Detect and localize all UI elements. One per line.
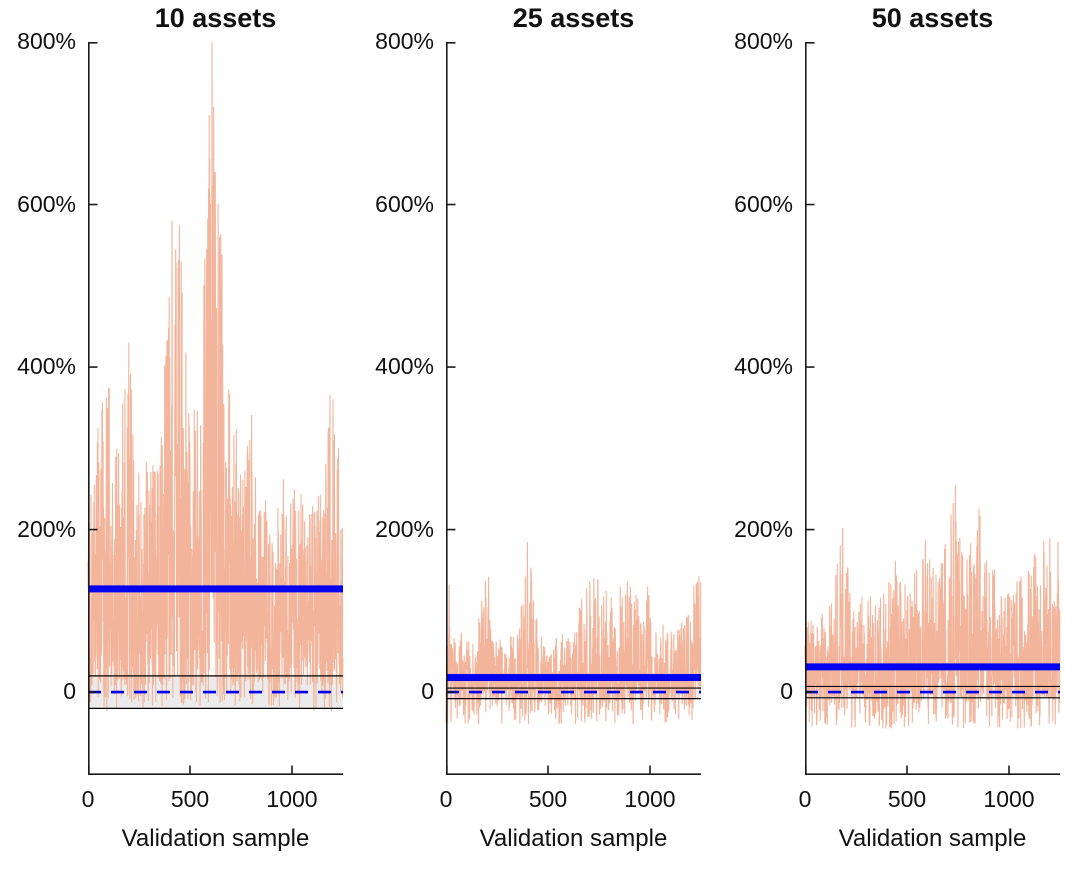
chart-canvas-10-assets [87, 41, 344, 776]
x-axis-label: Validation sample [121, 825, 310, 852]
y-tick-label: 800% [375, 28, 434, 54]
y-tick-label: 200% [734, 515, 793, 542]
x-tick-label: 0 [798, 786, 812, 812]
y-tick-label: 400% [734, 353, 793, 380]
x-tick-label: 1000 [266, 786, 318, 812]
y-tick-label: 400% [17, 353, 76, 380]
x-tick-label: 500 [528, 786, 568, 812]
subplot-title-50-assets: 50 assets [871, 3, 994, 33]
x-axis-label: Validation sample [479, 825, 668, 852]
subplot-title-10-assets: 10 assets [154, 3, 277, 33]
noise-series-line [804, 484, 1061, 729]
y-tick-label: 800% [17, 28, 76, 54]
x-axis-label: Validation sample [838, 825, 1027, 852]
y-tick-label: 600% [17, 190, 76, 217]
y-tick-label: 0 [780, 678, 793, 705]
y-tick-label: 0 [63, 678, 76, 705]
y-tick-label: 800% [734, 28, 793, 54]
x-tick-label: 1000 [983, 786, 1035, 812]
y-tick-label: 0 [421, 678, 434, 705]
x-tick-label: 0 [439, 786, 453, 812]
y-tick-label: 200% [375, 515, 434, 542]
y-tick-label: 600% [375, 190, 434, 217]
x-tick-label: 0 [81, 786, 95, 812]
noise-series-line [445, 541, 702, 725]
chart-canvas-25-assets [445, 42, 702, 776]
y-tick-label: 200% [17, 515, 76, 542]
y-tick-label: 400% [375, 353, 434, 380]
subplot-title-25-assets: 25 assets [512, 3, 635, 33]
y-tick-label: 600% [734, 190, 793, 217]
x-tick-label: 500 [170, 786, 210, 812]
chart-canvas-50-assets [804, 42, 1061, 776]
noise-series-line [87, 41, 344, 712]
x-tick-label: 1000 [624, 786, 676, 812]
x-tick-label: 500 [887, 786, 927, 812]
